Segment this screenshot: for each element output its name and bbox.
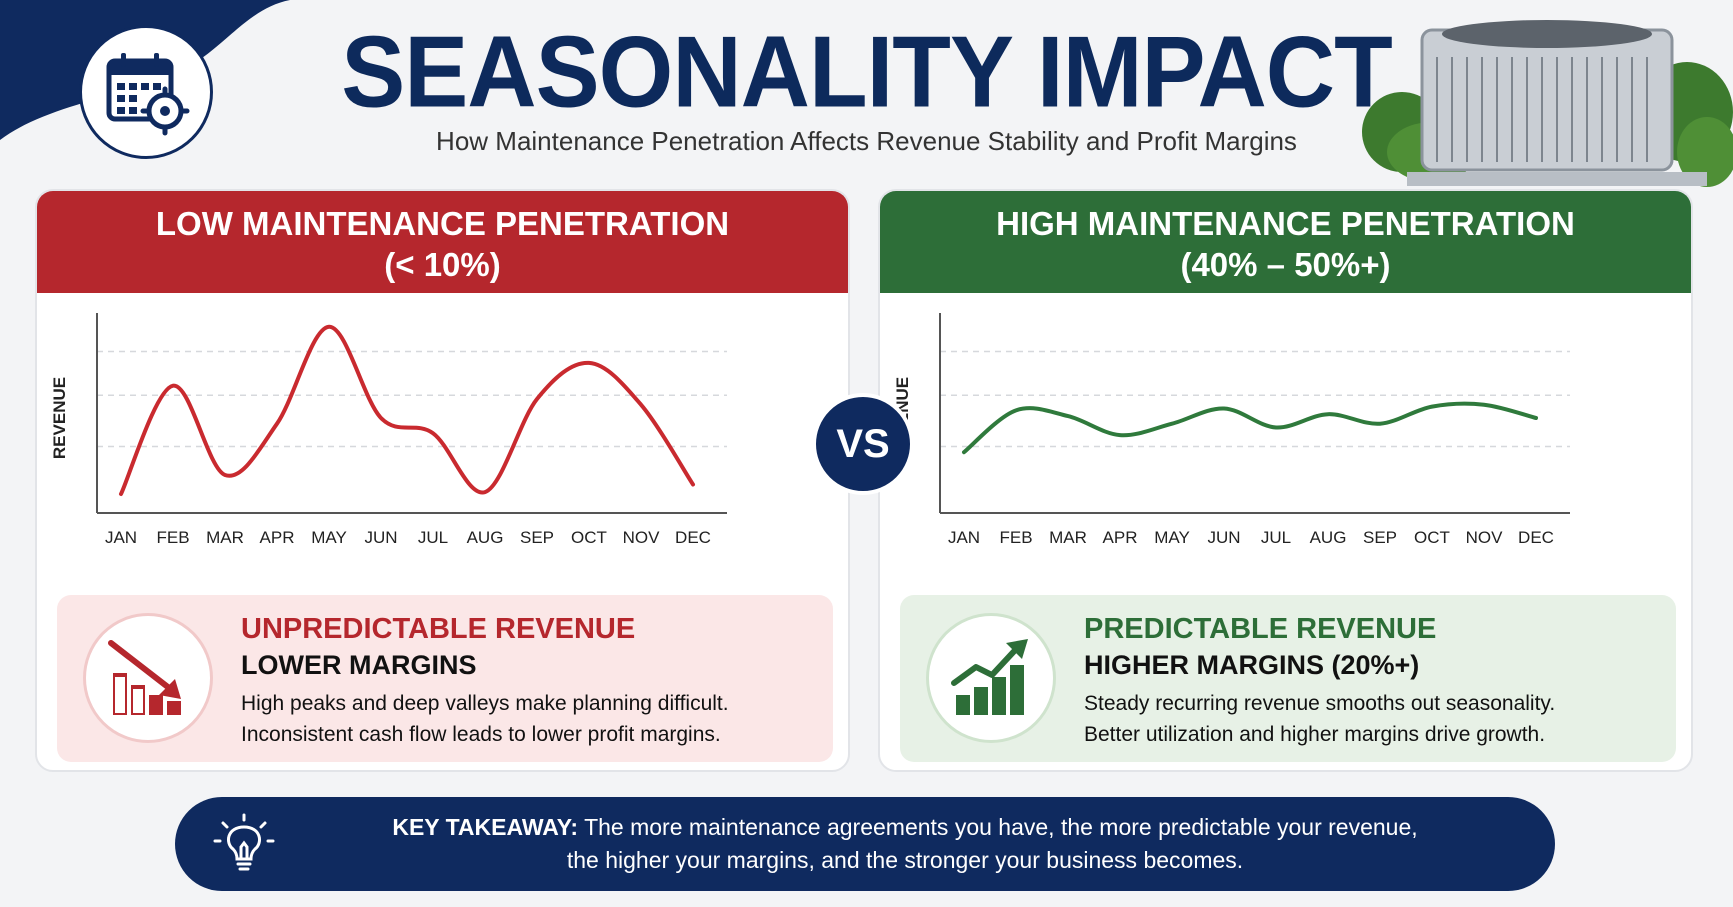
high-info-text: Steady recurring revenue smooths out sea… bbox=[1084, 688, 1555, 750]
takeaway-text: KEY TAKEAWAY: The more maintenance agree… bbox=[315, 811, 1495, 877]
low-info-subtitle: LOWER MARGINS bbox=[241, 650, 477, 680]
high-chart-tick-label: AUG bbox=[1310, 528, 1347, 547]
low-chart-series-line bbox=[119, 324, 695, 496]
high-chart-tick-label: JAN bbox=[948, 528, 980, 547]
low-chart-tick-label: SEP bbox=[520, 528, 554, 547]
high-chart-tick-label: MAY bbox=[1154, 528, 1190, 547]
low-chart-tick-label: JAN bbox=[105, 528, 137, 547]
low-chart-tick-label: AUG bbox=[467, 528, 504, 547]
high-penetration-panel: HIGH MAINTENANCE PENETRATION (40% – 50%+… bbox=[878, 189, 1693, 772]
high-chart-tick-label: FEB bbox=[999, 528, 1032, 547]
high-chart-tick-label: APR bbox=[1103, 528, 1138, 547]
high-chart-series-line bbox=[962, 401, 1538, 455]
low-info-title: UNPREDICTABLE REVENUE bbox=[241, 613, 636, 645]
high-info-title: PREDICTABLE REVENUE bbox=[1084, 613, 1437, 645]
low-chart-tick-label: NOV bbox=[623, 528, 661, 547]
high-chart-tick-label: JUN bbox=[1207, 528, 1240, 547]
calendar-gear-badge bbox=[79, 25, 213, 159]
takeaway-label: KEY TAKEAWAY: bbox=[392, 814, 579, 840]
low-header-line1: LOW MAINTENANCE PENETRATION bbox=[155, 205, 730, 242]
high-info-line1: Steady recurring revenue smooths out sea… bbox=[1084, 692, 1556, 715]
low-info-line2: Inconsistent cash flow leads to lower pr… bbox=[241, 723, 721, 746]
high-header-line2: (40% – 50%+) bbox=[1180, 246, 1391, 283]
high-chart-tick-label: JUL bbox=[1261, 528, 1291, 547]
low-chart-tick-label: JUL bbox=[418, 528, 448, 547]
high-chart-tick-label: MAR bbox=[1049, 528, 1087, 547]
takeaway-line2: the higher your margins, and the stronge… bbox=[566, 847, 1244, 873]
lightbulb-icon bbox=[213, 813, 275, 871]
vs-badge: VS bbox=[812, 393, 914, 495]
page-title: SEASONALITY IMPACT bbox=[341, 16, 1393, 129]
low-chart-y-label: REVENUE bbox=[50, 377, 69, 459]
high-chart-tick-label: OCT bbox=[1414, 528, 1450, 547]
high-info-icon-circle bbox=[926, 613, 1056, 743]
low-info-box: UNPREDICTABLE REVENUE LOWER MARGINS High… bbox=[57, 595, 833, 762]
low-info-line1: High peaks and deep valleys make plannin… bbox=[241, 692, 729, 715]
low-chart-tick-label: MAR bbox=[206, 528, 244, 547]
high-chart-tick-label: DEC bbox=[1518, 528, 1554, 547]
high-header-line1: HIGH MAINTENANCE PENETRATION bbox=[996, 205, 1575, 242]
declining-bar-chart-icon bbox=[108, 640, 181, 715]
key-takeaway-banner: KEY TAKEAWAY: The more maintenance agree… bbox=[175, 797, 1555, 891]
low-revenue-chart: REVENUE JAN FEB MAR APR MAY JUN JUL AUG SEP OCT NOV… bbox=[50, 313, 727, 547]
low-info-text: High peaks and deep valleys make plannin… bbox=[241, 688, 729, 750]
calendar-gear-icon bbox=[106, 53, 190, 136]
low-chart-tick-label: DEC bbox=[675, 528, 711, 547]
takeaway-line1: The more maintenance agreements you have… bbox=[584, 814, 1418, 840]
low-chart-tick-label: MAY bbox=[311, 528, 347, 547]
high-info-box: PREDICTABLE REVENUE HIGHER MARGINS (20%+… bbox=[900, 595, 1676, 762]
low-panel-header: LOW MAINTENANCE PENETRATION (< 10%) bbox=[37, 191, 848, 293]
high-chart-tick-label: SEP bbox=[1363, 528, 1397, 547]
low-header-line2: (< 10%) bbox=[384, 246, 501, 283]
low-chart-tick-label: JUN bbox=[364, 528, 397, 547]
high-chart-tick-label: NOV bbox=[1466, 528, 1504, 547]
low-chart-tick-label: OCT bbox=[571, 528, 607, 547]
low-chart-tick-label: FEB bbox=[156, 528, 189, 547]
page-subtitle: How Maintenance Penetration Affects Reve… bbox=[436, 126, 1297, 156]
low-info-icon-circle bbox=[83, 613, 213, 743]
low-chart-tick-label: APR bbox=[260, 528, 295, 547]
high-panel-header: HIGH MAINTENANCE PENETRATION (40% – 50%+… bbox=[880, 191, 1691, 293]
high-info-subtitle: HIGHER MARGINS (20%+) bbox=[1084, 650, 1420, 680]
air-conditioner-unit-icon bbox=[1362, 20, 1733, 187]
low-penetration-panel: LOW MAINTENANCE PENETRATION (< 10%) REVE… bbox=[35, 189, 850, 772]
high-revenue-chart: REVENUEJANFEBMARAPRMAYJUNJULAUGSEPOCTNOV… bbox=[893, 313, 1570, 547]
rising-bar-chart-icon bbox=[951, 639, 1028, 715]
high-info-line2: Better utilization and higher margins dr… bbox=[1084, 723, 1546, 746]
